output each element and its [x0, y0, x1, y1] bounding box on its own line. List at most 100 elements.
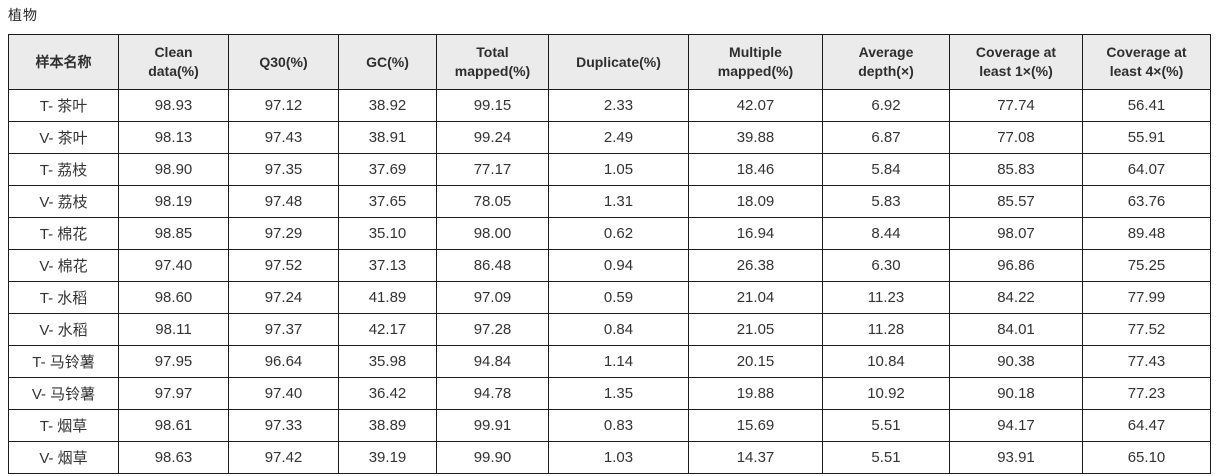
value-cell: 77.23	[1082, 377, 1211, 410]
table-header-row: 样本名称 Clean data(%) Q30(%) GC(%) Total mapped…	[8, 34, 1211, 90]
value-cell: 18.46	[688, 153, 823, 186]
sample-name-cell: T- 荔枝	[8, 153, 119, 186]
table-row: V- 茶叶 98.13 97.43 38.91 99.24 2.49 39.88 6.87 77…	[8, 121, 1211, 154]
sample-name-cell: V- 水稻	[8, 313, 119, 346]
value-cell: 77.52	[1082, 313, 1211, 346]
value-cell: 42.07	[688, 89, 823, 122]
column-header: GC(%)	[338, 34, 437, 90]
sample-name-cell: V- 马铃薯	[8, 377, 119, 410]
value-cell: 10.92	[822, 377, 950, 410]
value-cell: 2.33	[548, 89, 689, 122]
value-cell: 10.84	[822, 345, 950, 378]
table-row: T- 茶叶 98.93 97.12 38.92 99.15 2.33 42.07 6.92 77…	[8, 89, 1211, 122]
table-row: T- 荔枝 98.90 97.35 37.69 77.17 1.05 18.46 5.84 85…	[8, 153, 1211, 186]
value-cell: 94.17	[949, 409, 1083, 442]
value-cell: 98.19	[118, 185, 229, 218]
value-cell: 64.07	[1082, 153, 1211, 186]
value-cell: 6.92	[822, 89, 950, 122]
value-cell: 37.65	[338, 185, 437, 218]
value-cell: 98.00	[436, 217, 549, 250]
value-cell: 84.22	[949, 281, 1083, 314]
value-cell: 5.51	[822, 441, 950, 474]
value-cell: 35.10	[338, 217, 437, 250]
value-cell: 75.25	[1082, 249, 1211, 282]
value-cell: 97.40	[228, 377, 339, 410]
value-cell: 98.85	[118, 217, 229, 250]
value-cell: 77.17	[436, 153, 549, 186]
value-cell: 37.69	[338, 153, 437, 186]
value-cell: 97.48	[228, 185, 339, 218]
value-cell: 26.38	[688, 249, 823, 282]
value-cell: 96.64	[228, 345, 339, 378]
value-cell: 15.69	[688, 409, 823, 442]
value-cell: 98.63	[118, 441, 229, 474]
value-cell: 77.99	[1082, 281, 1211, 314]
value-cell: 99.90	[436, 441, 549, 474]
sample-name-cell: V- 荔枝	[8, 185, 119, 218]
value-cell: 86.48	[436, 249, 549, 282]
value-cell: 77.08	[949, 121, 1083, 154]
value-cell: 98.90	[118, 153, 229, 186]
value-cell: 14.37	[688, 441, 823, 474]
value-cell: 99.24	[436, 121, 549, 154]
sample-name-cell: T- 茶叶	[8, 89, 119, 122]
value-cell: 77.43	[1082, 345, 1211, 378]
value-cell: 56.41	[1082, 89, 1211, 122]
value-cell: 0.94	[548, 249, 689, 282]
column-header: Average depth(×)	[822, 34, 950, 90]
value-cell: 5.83	[822, 185, 950, 218]
table-row: T- 马铃薯 97.95 96.64 35.98 94.84 1.14 20.15 10.84…	[8, 345, 1211, 378]
value-cell: 5.84	[822, 153, 950, 186]
value-cell: 2.49	[548, 121, 689, 154]
value-cell: 21.05	[688, 313, 823, 346]
value-cell: 97.28	[436, 313, 549, 346]
value-cell: 90.18	[949, 377, 1083, 410]
value-cell: 97.43	[228, 121, 339, 154]
table-row: T- 水稻 98.60 97.24 41.89 97.09 0.59 21.04 11.23 8…	[8, 281, 1211, 314]
value-cell: 85.83	[949, 153, 1083, 186]
column-header: Q30(%)	[228, 34, 339, 90]
sample-name-cell: V- 烟草	[8, 441, 119, 474]
column-header: Multiple mapped(%)	[688, 34, 823, 90]
value-cell: 18.09	[688, 185, 823, 218]
value-cell: 98.11	[118, 313, 229, 346]
column-header: Total mapped(%)	[436, 34, 549, 90]
value-cell: 16.94	[688, 217, 823, 250]
value-cell: 98.93	[118, 89, 229, 122]
value-cell: 0.84	[548, 313, 689, 346]
value-cell: 97.33	[228, 409, 339, 442]
value-cell: 0.83	[548, 409, 689, 442]
value-cell: 97.12	[228, 89, 339, 122]
value-cell: 96.86	[949, 249, 1083, 282]
value-cell: 0.62	[548, 217, 689, 250]
column-header: Duplicate(%)	[548, 34, 689, 90]
value-cell: 98.13	[118, 121, 229, 154]
value-cell: 93.91	[949, 441, 1083, 474]
value-cell: 65.10	[1082, 441, 1211, 474]
value-cell: 55.91	[1082, 121, 1211, 154]
value-cell: 98.61	[118, 409, 229, 442]
sample-name-cell: T- 水稻	[8, 281, 119, 314]
table-row: V- 烟草 98.63 97.42 39.19 99.90 1.03 14.37 5.51 93…	[8, 441, 1211, 474]
value-cell: 1.31	[548, 185, 689, 218]
value-cell: 84.01	[949, 313, 1083, 346]
value-cell: 6.87	[822, 121, 950, 154]
value-cell: 35.98	[338, 345, 437, 378]
value-cell: 97.42	[228, 441, 339, 474]
value-cell: 85.57	[949, 185, 1083, 218]
value-cell: 97.29	[228, 217, 339, 250]
table-row: V- 棉花 97.40 97.52 37.13 86.48 0.94 26.38 6.30 96…	[8, 249, 1211, 282]
value-cell: 39.88	[688, 121, 823, 154]
value-cell: 1.35	[548, 377, 689, 410]
value-cell: 11.28	[822, 313, 950, 346]
value-cell: 98.07	[949, 217, 1083, 250]
value-cell: 64.47	[1082, 409, 1211, 442]
table-row: T- 棉花 98.85 97.29 35.10 98.00 0.62 16.94 8.44 98…	[8, 217, 1211, 250]
value-cell: 37.13	[338, 249, 437, 282]
column-header: Coverage at least 1×(%)	[949, 34, 1083, 90]
value-cell: 97.52	[228, 249, 339, 282]
value-cell: 94.84	[436, 345, 549, 378]
sample-name-cell: T- 烟草	[8, 409, 119, 442]
value-cell: 97.35	[228, 153, 339, 186]
